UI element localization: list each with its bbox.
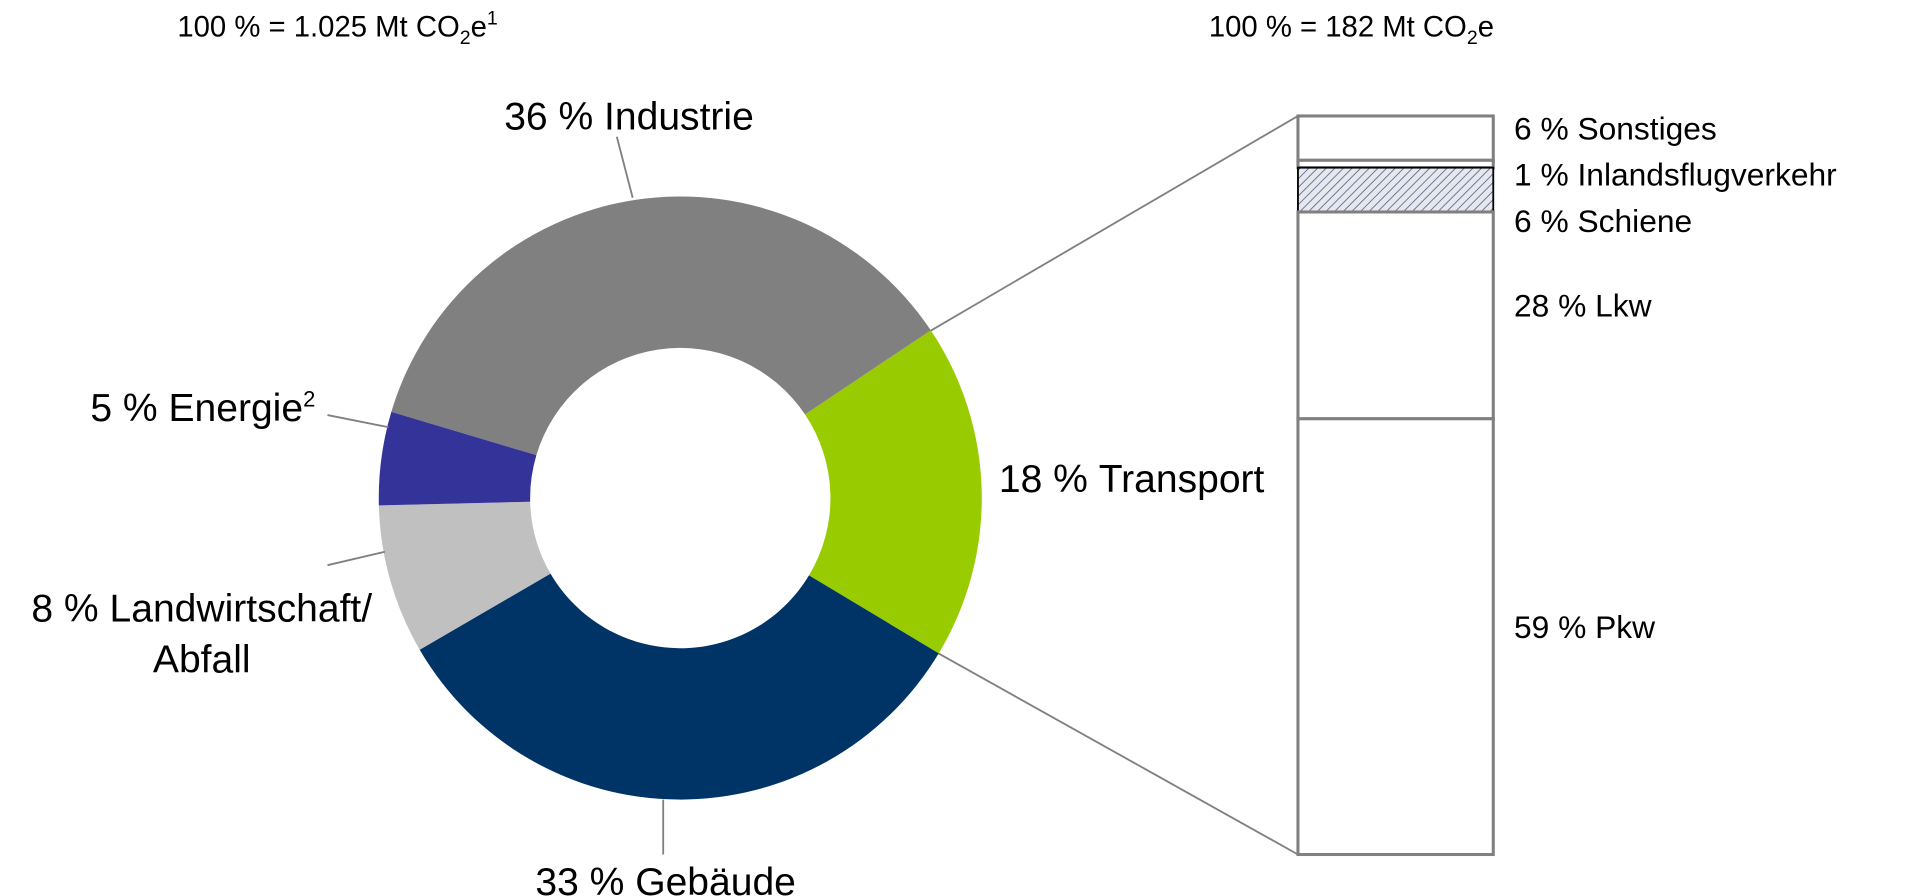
bar-segment <box>1297 166 1495 213</box>
category-label: Gebäude <box>635 861 796 896</box>
segment-label: 28 % Lkw <box>1514 288 1652 324</box>
segment-label: 5 % Energie2 <box>90 386 315 430</box>
value-label: 8 % <box>31 587 98 630</box>
donut-segment <box>419 573 939 800</box>
value-label: 6 % <box>1514 203 1569 239</box>
leader-line <box>615 136 634 198</box>
leader-line <box>327 550 386 567</box>
category-label: Industrie <box>604 95 754 138</box>
segment-label: 1 % Inlandsflugverkehr <box>1514 157 1837 193</box>
total-after: e <box>471 11 487 44</box>
category-label: Schiene <box>1577 203 1692 239</box>
bar-segment <box>1296 158 1495 170</box>
value-label: 33 % <box>535 861 624 896</box>
category-label: Lkw <box>1595 288 1651 324</box>
value-label: 59 % <box>1514 609 1586 645</box>
segment-label: 8 % Landwirtschaft/ <box>31 587 372 630</box>
bar-segment <box>1296 210 1495 421</box>
segment-label: 33 % Gebäude <box>535 861 796 896</box>
donut-segment <box>378 501 551 650</box>
donut-segment <box>378 411 537 506</box>
segment-label: 59 % Pkw <box>1514 609 1655 645</box>
total-text: 100 % = 1.025 Mt CO <box>177 11 459 44</box>
segment-label: 6 % Schiene <box>1514 203 1692 239</box>
subscript: 2 <box>460 27 471 49</box>
segment-label: 6 % Sonstiges <box>1514 110 1717 146</box>
connector-line <box>937 652 1299 856</box>
value-label: 18 % <box>999 458 1088 501</box>
donut-segment <box>805 330 982 654</box>
segment-label: 36 % Industrie <box>504 95 754 138</box>
superscript: 2 <box>303 386 315 411</box>
category-label: Sonstiges <box>1577 110 1716 146</box>
category-label: Energie <box>168 387 303 430</box>
category-label-cont: Abfall <box>153 639 251 682</box>
value-label: 28 % <box>1514 288 1586 324</box>
leader-line <box>327 414 389 429</box>
donut-segment <box>391 196 931 456</box>
value-label: 1 % <box>1514 157 1569 193</box>
category-label: Landwirtschaft/ <box>110 587 373 630</box>
value-label: 6 % <box>1514 110 1569 146</box>
total-after: e <box>1478 11 1494 44</box>
category-label: Pkw <box>1595 609 1655 645</box>
connector-lines <box>930 115 1299 856</box>
total-label: 100 % = 182 Mt CO2e <box>1209 11 1494 49</box>
value-label: 5 % <box>90 387 157 430</box>
segment-label: 18 % Transport <box>999 458 1265 501</box>
category-label: Inlandsflugverkehr <box>1577 157 1837 193</box>
value-label: 36 % <box>504 95 593 138</box>
connector-line <box>930 115 1299 332</box>
superscript: 1 <box>487 7 498 29</box>
bar-segment <box>1296 417 1495 857</box>
total-label: 100 % = 1.025 Mt CO2e1 <box>177 7 497 49</box>
total-text: 100 % = 182 Mt CO <box>1209 11 1467 44</box>
subscript: 2 <box>1467 27 1478 49</box>
category-label: Transport <box>1099 458 1265 501</box>
bar-segment <box>1296 114 1495 162</box>
